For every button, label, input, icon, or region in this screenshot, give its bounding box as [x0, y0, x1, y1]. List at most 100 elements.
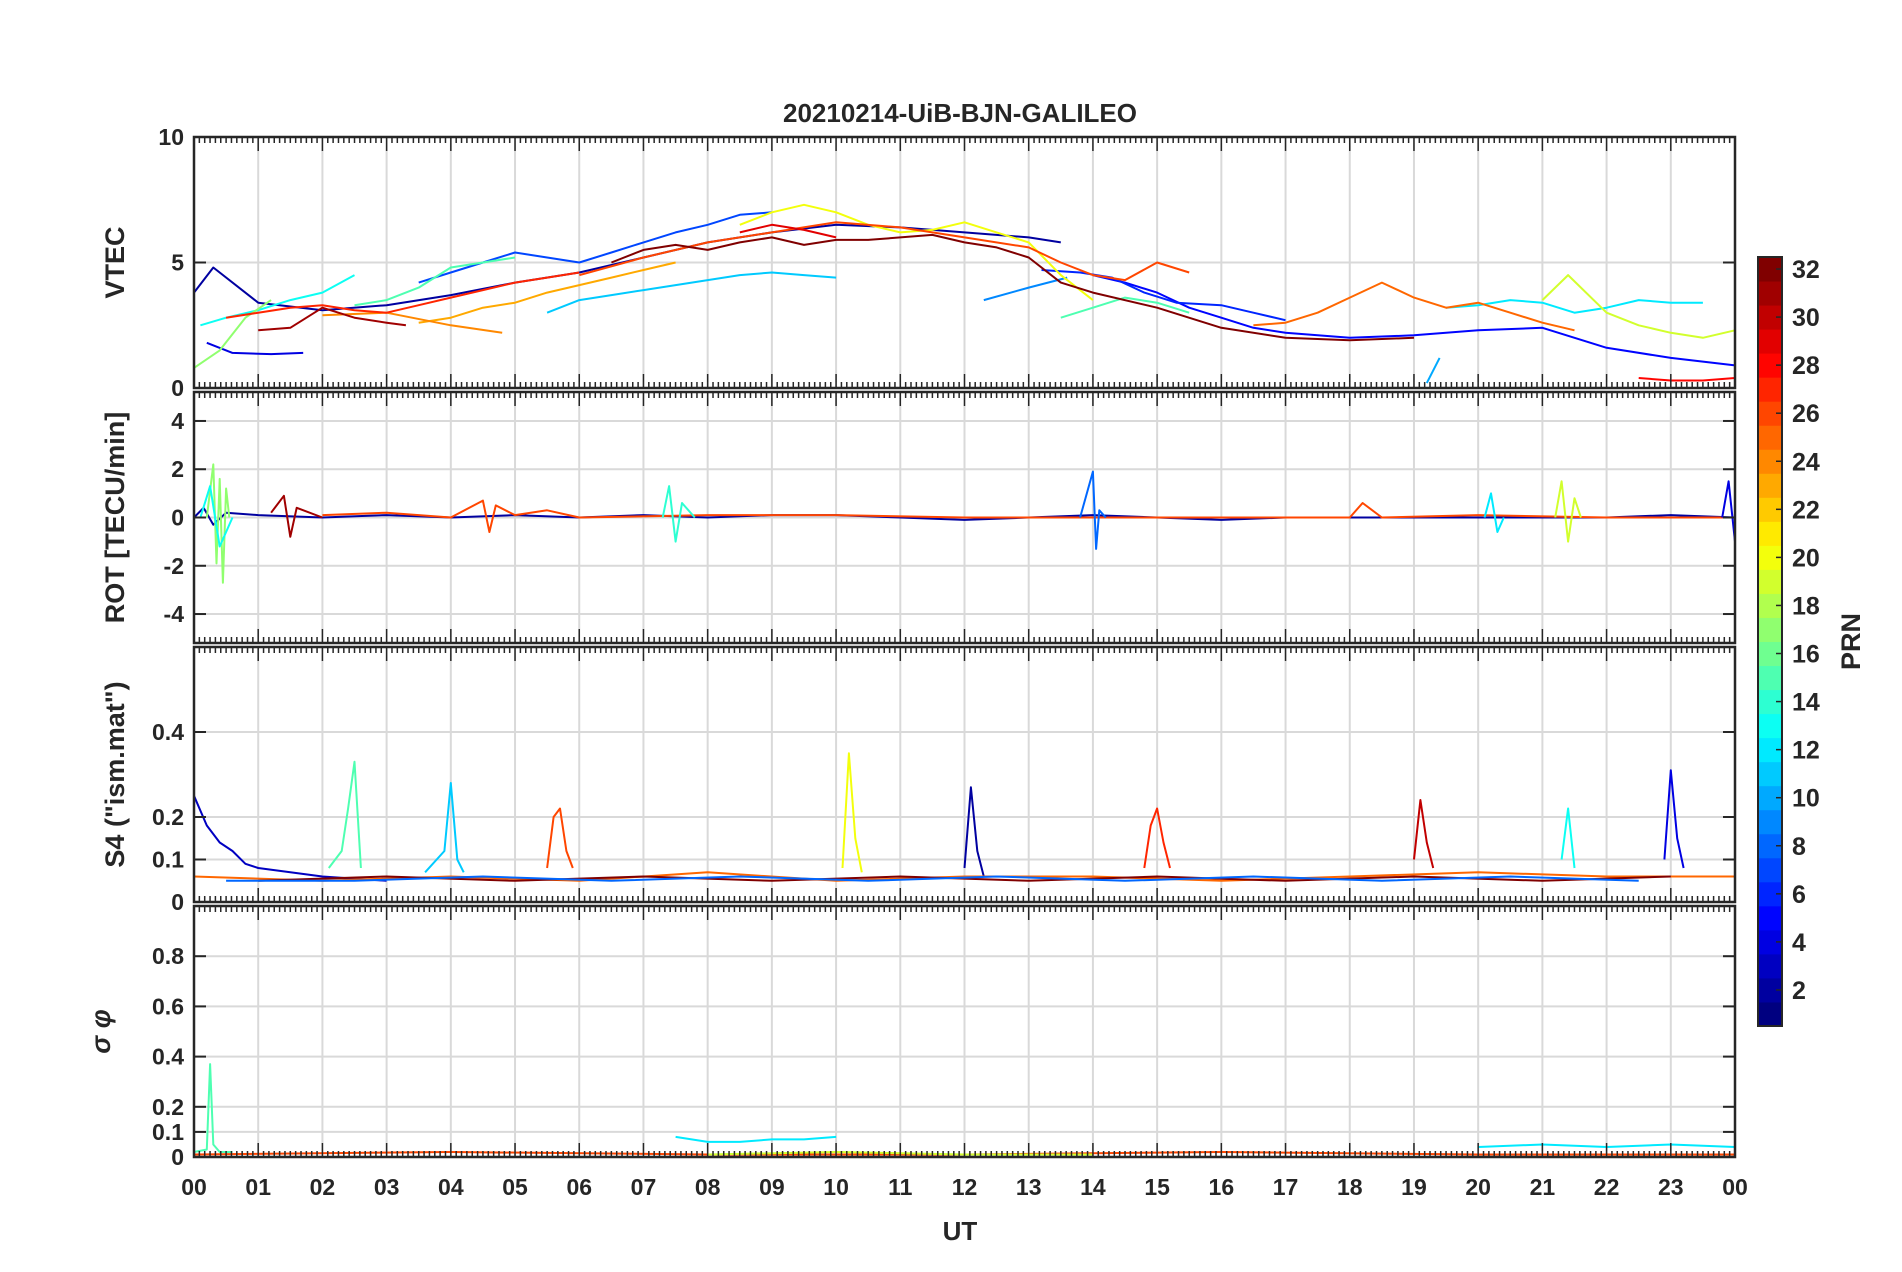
colorbar-segment — [1758, 761, 1782, 787]
colorbar-tick-label: 6 — [1792, 881, 1806, 909]
x-minor-ticks — [193, 392, 1736, 643]
series-line-prn-2 — [963, 786, 985, 877]
colorbar-segment — [1758, 473, 1782, 498]
y-axis-label: ROT [TECU/min] — [100, 412, 130, 623]
y-tick-label: 4 — [171, 408, 184, 434]
series-line-prn-11 — [546, 271, 837, 314]
colorbar-tick-label: 16 — [1792, 641, 1820, 669]
series-line-prn-31 — [270, 494, 323, 538]
x-tick-label: 12 — [952, 1174, 978, 1200]
series-line-prn-6 — [1041, 269, 1286, 322]
series-line-prn-30 — [1413, 799, 1435, 869]
series-line-prn-14 — [661, 485, 696, 543]
colorbar-tick-label: 12 — [1792, 737, 1820, 765]
series-line-prn-26 — [579, 221, 1190, 282]
series-line-prn-8 — [226, 875, 1639, 882]
series-line-prn-32 — [258, 875, 1671, 882]
x-tick-label: 15 — [1144, 1174, 1170, 1200]
series-line-prn-3 — [193, 795, 387, 882]
series-line-prn-20 — [739, 203, 1094, 301]
colorbar-frame — [1757, 256, 1783, 1027]
x-minor-ticks — [193, 647, 1736, 902]
colorbar-tick-label: 26 — [1792, 400, 1820, 428]
x-tick-label: 18 — [1337, 1174, 1363, 1200]
colorbar-tick-label: 30 — [1792, 304, 1820, 332]
colorbar-segment — [1758, 569, 1782, 594]
y-axis-label: S4 ("ism.mat") — [100, 681, 130, 867]
y-tick-label: 0 — [171, 889, 184, 915]
colorbar-tick-label: 8 — [1792, 833, 1806, 861]
y-tick-label: 0 — [171, 375, 184, 401]
series-line-prn-25 — [193, 871, 1735, 882]
series-line-prn-28 — [1638, 377, 1736, 382]
x-tick-label: 21 — [1530, 1174, 1556, 1200]
colorbar-segment — [1758, 665, 1782, 691]
x-tick-labels: 00 01 02 03 04 05 06 07 08 09 10 11 12 13 14 15 16 17 18 19… — [181, 1174, 1748, 1200]
series-line-prn-12 — [675, 1135, 837, 1143]
x-tick-label: 19 — [1401, 1174, 1427, 1200]
series-line-prn-27 — [1143, 807, 1171, 869]
series-line-prn-8 — [1079, 470, 1107, 550]
series-line-prn-29 — [739, 223, 837, 239]
series-line-prn-24 — [322, 311, 503, 334]
x-tick-label: 03 — [374, 1174, 400, 1200]
chart-title: 20210214-UiB-BJN-GALILEO — [783, 98, 1137, 128]
series-line-prn-13 — [1560, 807, 1576, 869]
colorbar-tick-label: 20 — [1792, 544, 1820, 572]
x-tick-label: 04 — [438, 1174, 464, 1200]
x-tick-label: 10 — [823, 1174, 849, 1200]
series-line-prn-23 — [418, 261, 676, 324]
x-tick-label: 07 — [631, 1174, 657, 1200]
colorbar-segment — [1758, 1001, 1782, 1027]
colorbar-tick-label: 22 — [1792, 496, 1820, 524]
colorbar-segment — [1758, 329, 1782, 354]
y-tick-label: 0.4 — [152, 1044, 184, 1070]
x-tick-label: 00 — [181, 1174, 207, 1200]
y-axis-label: σ φ — [86, 1009, 116, 1053]
x-tick-label: 13 — [1016, 1174, 1042, 1200]
x-tick-label: 22 — [1594, 1174, 1620, 1200]
x-tick-label: 17 — [1273, 1174, 1299, 1200]
colorbar-tick-label: 10 — [1792, 785, 1820, 813]
colorbar-segment — [1758, 809, 1782, 835]
series-line-prn-26 — [322, 499, 1735, 533]
series-line-prn-26 — [546, 807, 574, 869]
series-line-prn-20 — [841, 752, 863, 873]
colorbar-tick-label: 4 — [1792, 929, 1806, 957]
series-line-prn-11 — [424, 782, 465, 873]
x-minor-ticks — [193, 906, 1736, 1157]
colorbar-segment — [1758, 521, 1782, 546]
series-line-prn-17 — [205, 463, 231, 584]
series-group — [193, 463, 1736, 584]
series-line-prn-15 — [328, 760, 362, 869]
series-line-prn-15 — [1060, 296, 1190, 319]
colorbar-tick-label: 18 — [1792, 592, 1820, 620]
x-minor-ticks — [193, 137, 1736, 388]
y-tick-label: -4 — [164, 601, 185, 627]
colorbar-segment — [1758, 905, 1782, 931]
x-tick-label: 08 — [695, 1174, 721, 1200]
x-tick-label: 23 — [1658, 1174, 1684, 1200]
colorbar-segment — [1758, 953, 1782, 979]
y-tick-label: 0.1 — [152, 1119, 184, 1145]
colorbar-segment — [1758, 425, 1782, 450]
series-line-prn-9 — [983, 276, 1068, 302]
series-line-prn-13 — [199, 485, 234, 548]
panel-sigma_phi: 00.10.2 0.4 0.6 0.8 σ φ — [86, 904, 1737, 1170]
y-tick-label: 0.6 — [152, 993, 184, 1019]
colorbar-segment — [1758, 377, 1782, 402]
y-tick-label: 10 — [158, 124, 184, 150]
y-tick-label: -2 — [164, 553, 184, 579]
x-tick-label: 00 — [1722, 1174, 1748, 1200]
x-tick-label: 11 — [888, 1174, 913, 1200]
series-line-prn-4 — [206, 341, 304, 356]
y-tick-label: 0 — [171, 505, 184, 531]
colorbar-tick-label: 2 — [1792, 977, 1806, 1005]
series-group — [193, 752, 1735, 882]
series-line-prn-25 — [1253, 281, 1575, 332]
x-tick-label: 20 — [1465, 1174, 1491, 1200]
series-line-prn-13 — [200, 274, 355, 327]
